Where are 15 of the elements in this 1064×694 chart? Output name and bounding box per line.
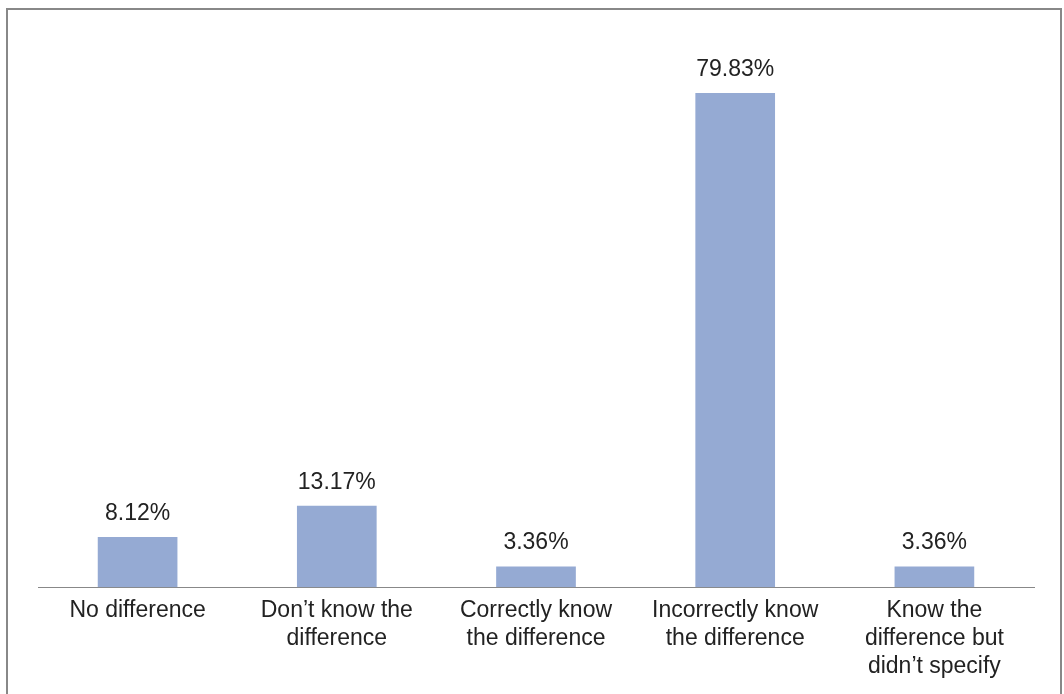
bar — [296, 505, 377, 588]
x-tick-label: Don’t know the difference — [260, 596, 413, 650]
data-label: 3.36% — [503, 528, 569, 555]
x-tick-label: Correctly know the difference — [459, 596, 613, 650]
data-label: 79.83% — [696, 54, 775, 81]
bar — [695, 92, 776, 588]
data-label: 8.12% — [104, 498, 171, 525]
bar — [97, 536, 178, 588]
bar — [894, 566, 975, 588]
x-tick-label: Know the difference but didn’t specify — [864, 596, 1005, 678]
bar — [496, 566, 576, 588]
data-label: 13.17% — [297, 467, 376, 494]
data-label: 3.36% — [901, 528, 968, 555]
x-tick-label: No difference — [69, 596, 206, 623]
x-tick-label: Incorrectly know the difference — [652, 596, 819, 650]
